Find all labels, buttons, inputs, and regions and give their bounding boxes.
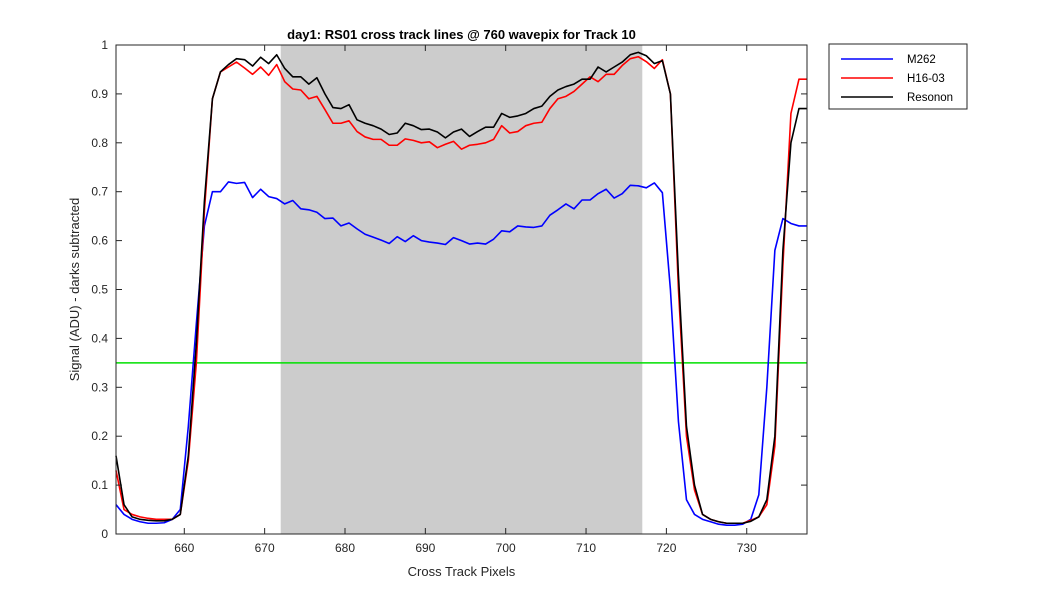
x-tick-label: 690 (415, 541, 435, 555)
x-axis-label: Cross Track Pixels (408, 564, 516, 579)
y-tick-label: 0.7 (91, 185, 108, 199)
y-tick-label: 0.5 (91, 283, 108, 297)
series-line-h16-03 (115, 55, 807, 525)
x-tick-label: 680 (335, 541, 355, 555)
x-tick-label: 700 (496, 541, 516, 555)
x-tick-label: 710 (576, 541, 596, 555)
legend: M262 H16-03 Resonon (828, 43, 968, 110)
shaded-region (280, 45, 643, 534)
series-line-resonon (115, 51, 807, 525)
x-tick-label: 660 (174, 541, 194, 555)
legend-entry: M262 (907, 54, 936, 66)
y-tick-label: 1 (101, 38, 108, 52)
y-tick-label: 0 (101, 527, 108, 541)
x-tick-label: 720 (656, 541, 676, 555)
series-line-m262 (115, 181, 807, 527)
legend-entry: H16-03 (907, 73, 945, 85)
x-tick-label: 730 (737, 541, 757, 555)
y-axis-label: Signal (ADU) - darks subtracted (67, 198, 82, 382)
legend-box (828, 43, 968, 110)
y-tick-label: 0.3 (91, 380, 108, 394)
y-tick-label: 0.8 (91, 136, 108, 150)
x-tick-label: 670 (255, 541, 275, 555)
plot-area: 660 670 680 690 700 710 720 730 0 0.1 0.2 0.3 0.4 0.5… (91, 38, 808, 555)
legend-entry: Resonon (907, 92, 953, 104)
y-tick-label: 0.9 (91, 87, 108, 101)
chart-title: day1: RS01 cross track lines @ 760 wavep… (287, 27, 636, 42)
y-tick-label: 0.4 (91, 331, 108, 345)
y-tick-label: 0.2 (91, 429, 108, 443)
y-tick-label: 0.1 (91, 478, 108, 492)
y-tick-label: 0.6 (91, 234, 108, 248)
